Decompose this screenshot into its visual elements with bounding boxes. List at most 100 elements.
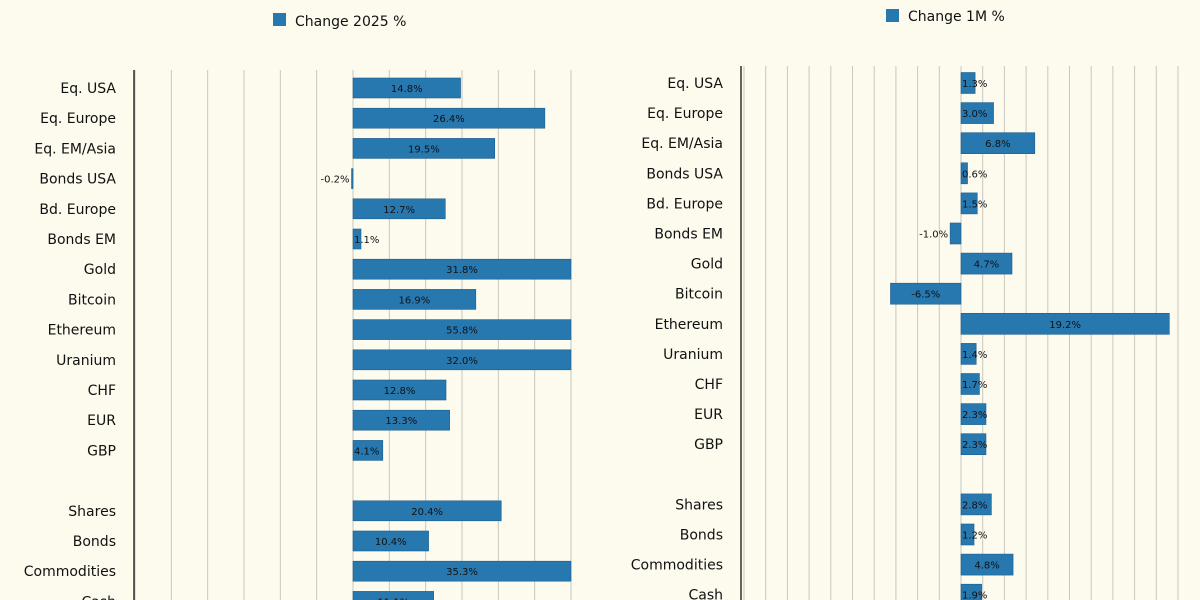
category-label: Eq. Europe (40, 111, 116, 127)
data-label: 1.9% (962, 591, 987, 600)
bar (352, 289, 477, 310)
bar (960, 72, 976, 94)
legend-label: Change 2025 % (295, 14, 406, 30)
data-label: 2.3% (962, 440, 987, 451)
bar (949, 222, 962, 245)
data-label: 1.2% (962, 531, 987, 542)
bar (960, 162, 968, 185)
data-label: 16.9% (399, 295, 431, 306)
category-label: CHF (88, 383, 116, 399)
category-label: Bonds EM (654, 227, 723, 243)
bar (960, 192, 978, 215)
data-label: 11.1% (377, 597, 409, 600)
category-label: EUR (87, 413, 116, 429)
category-label: Ethereum (48, 323, 116, 339)
bar (352, 530, 429, 552)
category-label: Cash (81, 594, 116, 600)
bar (960, 312, 1170, 335)
data-label: 32.0% (446, 356, 478, 367)
bar (352, 258, 572, 280)
bar (352, 198, 446, 220)
bar (352, 591, 434, 600)
data-label: 26.4% (433, 114, 465, 125)
category-label: Uranium (56, 353, 116, 369)
data-label: -6.5% (911, 290, 940, 301)
legend-label: Change 1M % (908, 9, 1005, 25)
data-label: 4.7% (974, 260, 999, 271)
data-label: 2.3% (962, 410, 987, 421)
category-label: Eq. USA (667, 76, 723, 92)
bar (960, 523, 975, 546)
category-label: Gold (691, 257, 723, 273)
category-label: Gold (84, 262, 116, 278)
category-label: Eq. USA (60, 81, 116, 97)
data-label: 1.1% (354, 235, 379, 246)
category-label: Bonds USA (646, 166, 723, 182)
bar (352, 107, 546, 129)
legend-swatch (273, 13, 286, 26)
category-label: GBP (87, 443, 116, 459)
bar (352, 138, 495, 159)
bar (352, 409, 450, 431)
data-label: 1.4% (962, 350, 987, 361)
data-label: 1.3% (962, 79, 987, 90)
category-label: Eq. EM/Asia (641, 136, 723, 152)
bar (890, 282, 962, 305)
data-label: 10.4% (375, 537, 407, 548)
bar (960, 252, 1013, 275)
data-label: 3.0% (962, 109, 987, 120)
bar (352, 379, 447, 401)
category-label: Eq. EM/Asia (34, 141, 116, 157)
category-label: Bonds EM (47, 232, 116, 248)
category-label: Bonds (680, 528, 723, 544)
category-label: Ethereum (655, 317, 723, 333)
data-label: 35.3% (446, 567, 478, 578)
category-label: Commodities (24, 564, 116, 580)
category-label: Eq. Europe (647, 106, 723, 122)
category-label: Bd. Europe (39, 202, 116, 218)
data-label: 1.7% (962, 380, 987, 391)
bar (352, 440, 384, 461)
category-label: Bd. Europe (646, 196, 723, 212)
bar (351, 168, 354, 189)
category-label: Shares (68, 504, 116, 520)
data-label: 0.6% (962, 169, 987, 180)
bar (352, 228, 362, 250)
data-label: 12.7% (383, 205, 415, 216)
bar (960, 553, 1014, 576)
category-label: Bitcoin (675, 287, 723, 303)
category-label: Cash (688, 588, 723, 600)
data-label: 1.5% (962, 199, 987, 210)
category-label: Bonds USA (39, 172, 116, 188)
data-label: 31.8% (446, 265, 478, 276)
legend-swatch (886, 9, 899, 22)
bar (352, 319, 572, 340)
data-label: 55.8% (446, 326, 478, 337)
bar (960, 132, 1036, 154)
bar (352, 500, 502, 522)
data-label: 12.8% (384, 386, 416, 397)
bar (960, 373, 980, 395)
bar (352, 349, 572, 371)
bar (960, 102, 994, 124)
data-label: 6.8% (985, 139, 1010, 150)
chart-panel-2025: Change 2025 % Eq. USA 14.8% Eq. Europe 26.4%… (24, 13, 572, 600)
data-label: 4.1% (354, 446, 379, 457)
category-label: Bonds (73, 534, 116, 550)
category-label: Commodities (631, 558, 723, 574)
chart-panel-1m: Change 1M % Eq. USA 1.3% Eq. Europe 3.0% Eq. … (631, 9, 1179, 600)
bar (960, 403, 987, 425)
data-label: -0.2% (321, 175, 350, 186)
category-label: GBP (694, 437, 723, 453)
category-label: Bitcoin (68, 292, 116, 308)
data-label: 19.2% (1049, 320, 1081, 331)
data-label: 13.3% (385, 416, 417, 427)
bar (960, 343, 977, 365)
data-label: 20.4% (411, 507, 443, 518)
category-label: Uranium (663, 347, 723, 363)
bar (352, 77, 461, 99)
category-label: EUR (694, 407, 723, 423)
data-label: 2.8% (962, 500, 987, 511)
bar (352, 560, 572, 582)
